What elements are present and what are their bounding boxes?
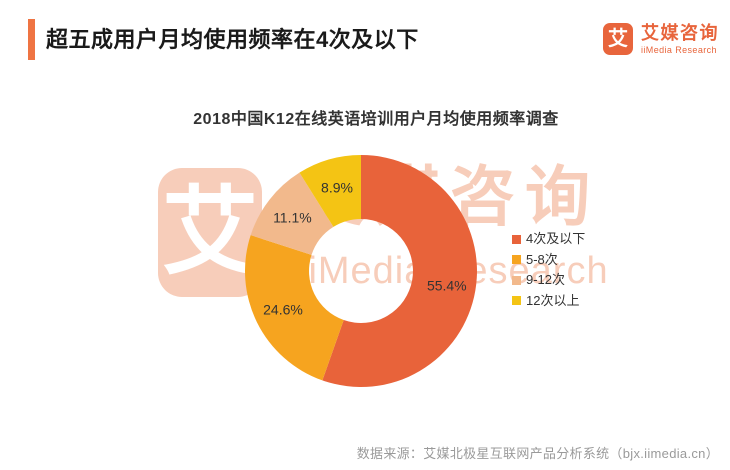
legend-label-2: 5-8次 — [526, 251, 558, 267]
page-title: 超五成用户月均使用频率在4次及以下 — [46, 27, 419, 52]
title-accent-bar — [28, 19, 35, 60]
slice-value-label-3: 11.1% — [273, 210, 312, 226]
iimedia-logo-icon: 艾 — [603, 23, 633, 55]
legend-swatch-2 — [512, 255, 521, 264]
legend-item-3: 9-12次 — [512, 273, 585, 287]
legend-item-1: 4次及以下 — [512, 232, 585, 246]
slice-value-label-2: 24.6% — [263, 302, 303, 318]
brand-name-en: iiMedia Research — [641, 45, 717, 55]
donut-slice-2 — [245, 235, 344, 381]
donut-slice-1 — [322, 155, 477, 387]
legend-label-1: 4次及以下 — [526, 231, 586, 246]
logo-glyph: 艾 — [608, 28, 628, 50]
legend-label-4: 12次以上 — [526, 292, 580, 308]
donut-slice-4 — [299, 155, 361, 227]
data-source-note: 数据来源：艾媒北极星互联网产品分析系统（bjx.iimedia.cn） — [356, 446, 719, 461]
iimedia-brand: 艾 艾媒咨询 iiMedia Research — [603, 23, 719, 55]
slice-value-label-4: 8.9% — [321, 179, 353, 195]
chart-legend: 4次及以下 5-8次 9-12次 12次以上 — [512, 232, 585, 314]
legend-item-2: 5-8次 — [512, 251, 585, 267]
legend-swatch-4 — [512, 296, 521, 305]
legend-swatch-3 — [512, 275, 521, 285]
legend-label-3: 9-12次 — [526, 272, 566, 287]
chart-title: 2018中国K12在线英语培训用户月均使用频率调查 — [193, 111, 559, 128]
brand-text: 艾媒咨询 iiMedia Research — [641, 23, 719, 55]
legend-item-4: 12次以上 — [512, 292, 585, 308]
donut-slice-3 — [250, 172, 334, 255]
slice-value-label-1: 55.4% — [427, 278, 467, 294]
watermark-logo-glyph: 艾 — [162, 178, 258, 286]
legend-swatch-1 — [512, 234, 521, 244]
brand-name-cn: 艾媒咨询 — [641, 23, 719, 43]
donut-chart: 55.4% 24.6% 11.1% 8.9% — [245, 155, 477, 387]
